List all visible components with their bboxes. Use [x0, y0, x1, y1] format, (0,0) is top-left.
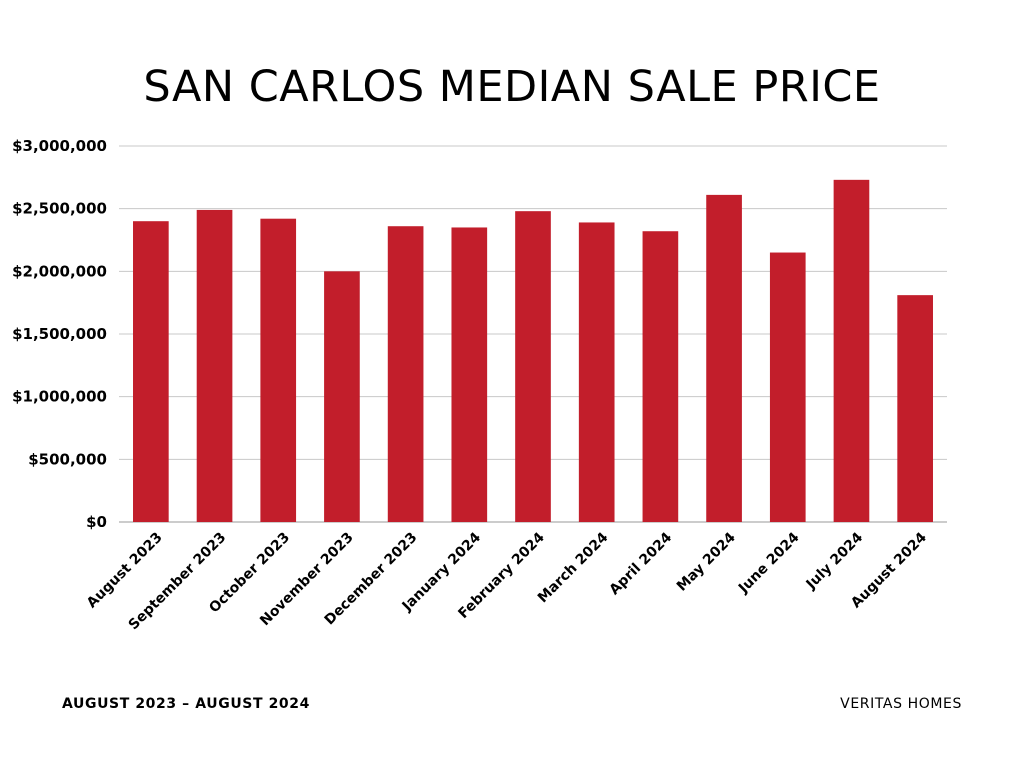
- chart-title: SAN CARLOS MEDIAN SALE PRICE: [143, 62, 881, 112]
- x-tick-label: April 2024: [606, 529, 675, 598]
- y-tick-label: $1,000,000: [12, 388, 107, 406]
- bar: [387, 226, 424, 523]
- bar: [578, 222, 615, 522]
- y-tick-label: $2,000,000: [12, 262, 107, 280]
- y-tick-label: $1,500,000: [12, 325, 107, 343]
- bar: [769, 252, 806, 523]
- x-tick-label: May 2024: [674, 529, 739, 594]
- bar: [642, 231, 679, 522]
- date-range-caption: AUGUST 2023 – AUGUST 2024: [62, 696, 310, 712]
- bar: [515, 211, 551, 522]
- y-tick-label: $0: [86, 513, 107, 531]
- bar: [451, 227, 488, 522]
- brand-credit: VERITAS HOMES: [840, 696, 962, 712]
- y-tick-label: $2,500,000: [12, 200, 107, 218]
- bar: [260, 218, 297, 522]
- y-tick-label: $500,000: [28, 450, 107, 468]
- y-tick-label: $3,000,000: [12, 137, 107, 155]
- x-tick-label: June 2024: [735, 529, 803, 597]
- bar: [196, 209, 233, 523]
- bars: [133, 179, 933, 523]
- bar: [133, 221, 169, 522]
- bar: [833, 179, 870, 522]
- bar: [706, 194, 742, 522]
- x-tick-label: July 2024: [803, 529, 867, 593]
- bar: [324, 271, 360, 522]
- bar: [897, 295, 933, 522]
- y-axis-tick-labels: $0 $500,000 $1,000,000 $1,500,000 $2,000,000…: [12, 137, 107, 531]
